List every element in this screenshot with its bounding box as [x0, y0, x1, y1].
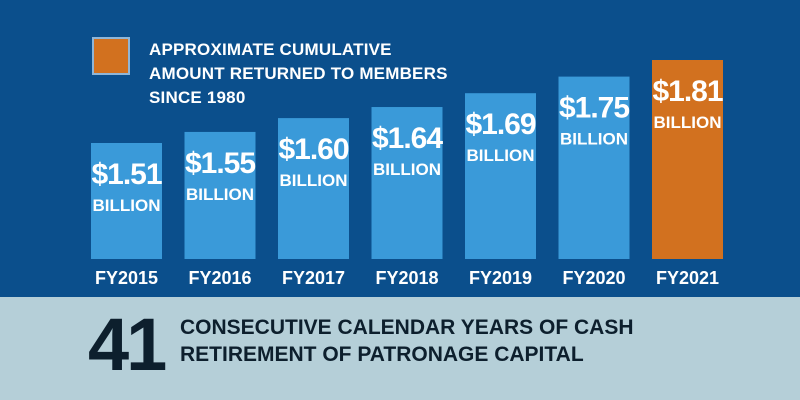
bar-fy2019: [465, 93, 536, 259]
bar-value-label: $1.60: [278, 133, 348, 166]
x-tick-label: FY2019: [469, 268, 532, 288]
x-tick-label: FY2015: [95, 268, 158, 288]
x-tick-label: FY2018: [375, 268, 438, 288]
bar-fy2016: [184, 131, 256, 259]
bar-unit-label: BILLION: [186, 185, 254, 204]
bar-fy2015: [91, 143, 162, 259]
bar-unit-label: BILLION: [280, 171, 348, 190]
footer-caption: CONSECUTIVE CALENDAR YEARS OF CASH RETIR…: [180, 316, 634, 366]
legend-label: APPROXIMATE CUMULATIVE AMOUNT RETURNED T…: [149, 40, 448, 107]
bar-value-label: $1.81: [652, 75, 722, 108]
bar-unit-label: BILLION: [654, 113, 722, 132]
bar-value-label: $1.51: [91, 158, 161, 191]
legend-swatch: [92, 37, 130, 75]
bar-value-label: $1.69: [465, 108, 535, 141]
bar-fy2021: [652, 60, 723, 259]
bar-unit-label: BILLION: [560, 130, 628, 149]
x-tick-label: FY2021: [656, 268, 719, 288]
bar-value-label: $1.64: [372, 122, 443, 155]
bar-chart: $1.51 BILLION FY2015 $1.55 BILLION FY2016 $1.6…: [91, 60, 724, 288]
bar-fy2020: [558, 76, 630, 259]
bar-value-label: $1.55: [185, 147, 255, 180]
x-tick-label: FY2020: [562, 268, 625, 288]
bar-fy2017: [278, 118, 349, 259]
bar-unit-label: BILLION: [467, 146, 535, 165]
x-tick-label: FY2016: [188, 268, 251, 288]
bar-unit-label: BILLION: [373, 160, 441, 179]
bar-value-label: $1.75: [559, 92, 629, 125]
footer-panel: [0, 297, 800, 400]
footer-big-number: 41: [88, 303, 167, 386]
x-tick-label: FY2017: [282, 268, 345, 288]
bar-fy2018: [371, 107, 443, 260]
bar-unit-label: BILLION: [93, 196, 161, 215]
